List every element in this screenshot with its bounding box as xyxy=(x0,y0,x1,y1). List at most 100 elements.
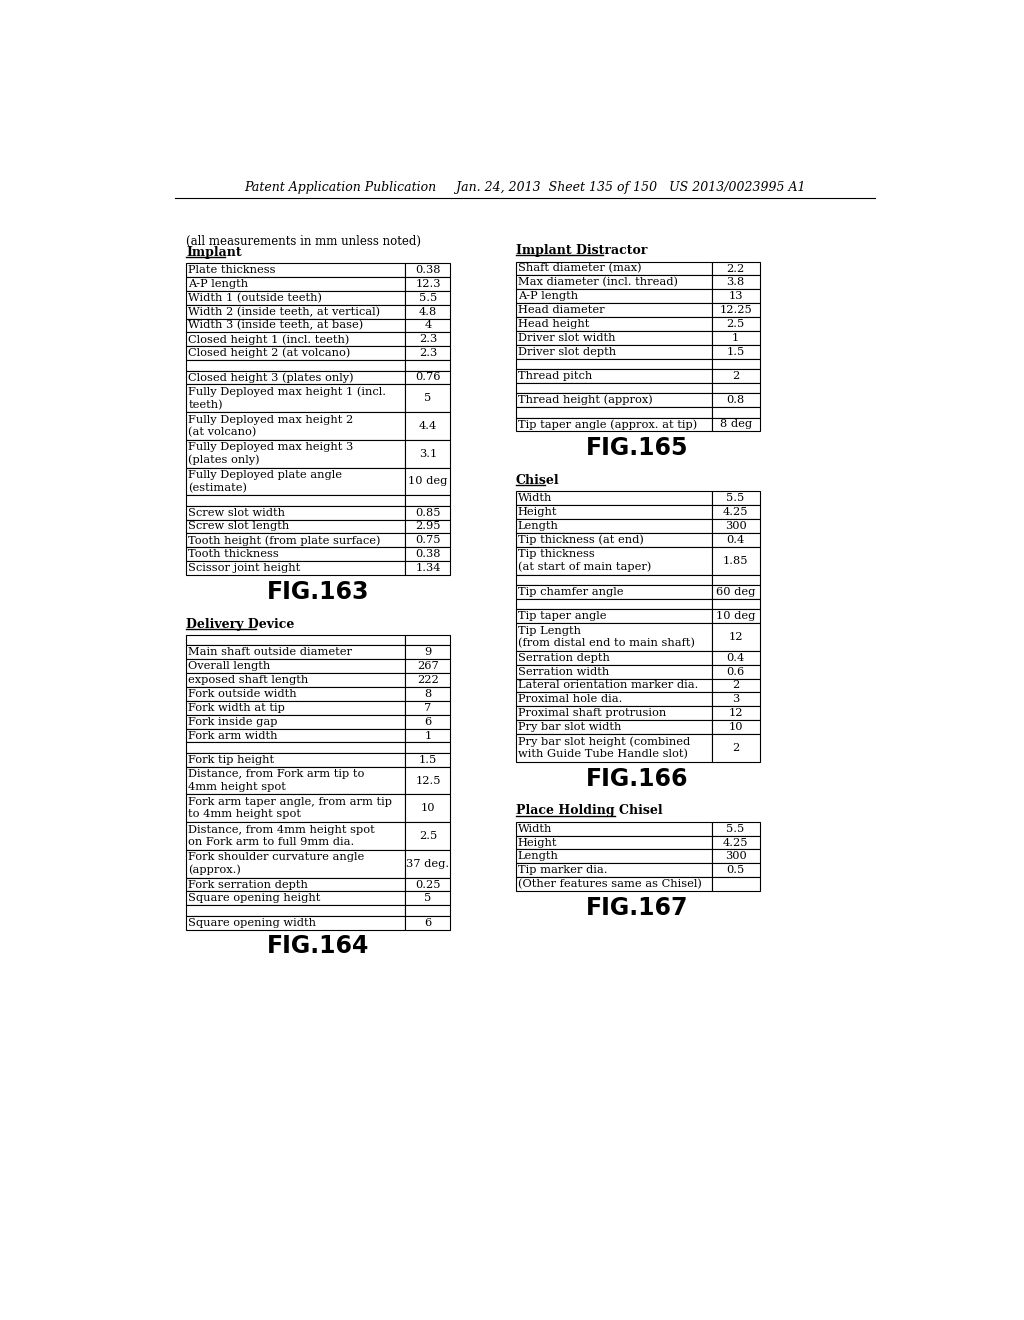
Text: Tip taper angle: Tip taper angle xyxy=(518,611,606,622)
Text: Closed height 3 (plates only): Closed height 3 (plates only) xyxy=(188,372,354,383)
Bar xyxy=(515,721,712,734)
Bar xyxy=(186,506,406,520)
Bar xyxy=(712,345,760,359)
Text: 4.25: 4.25 xyxy=(723,838,749,847)
Text: 8: 8 xyxy=(424,689,431,698)
Text: Plate thickness: Plate thickness xyxy=(188,265,275,275)
Text: Fork shoulder curvature angle
(approx.): Fork shoulder curvature angle (approx.) xyxy=(188,853,365,875)
Text: FIG.164: FIG.164 xyxy=(267,935,370,958)
Bar xyxy=(515,585,712,599)
Bar xyxy=(712,693,760,706)
Text: Screw slot length: Screw slot length xyxy=(188,521,290,532)
Bar xyxy=(406,440,451,467)
Text: 0.4: 0.4 xyxy=(726,535,744,545)
Bar xyxy=(712,506,760,519)
Text: 3.8: 3.8 xyxy=(726,277,744,288)
Text: Serration depth: Serration depth xyxy=(518,653,609,663)
Text: Implant Distractor: Implant Distractor xyxy=(515,244,647,257)
Text: Tooth height (from plate surface): Tooth height (from plate surface) xyxy=(188,535,381,545)
Bar xyxy=(186,440,406,467)
Bar xyxy=(515,651,712,665)
Text: 12: 12 xyxy=(728,709,742,718)
Text: 2.5: 2.5 xyxy=(419,832,437,841)
Bar xyxy=(515,261,712,276)
Text: Place Holding Chisel: Place Holding Chisel xyxy=(515,804,663,817)
Text: Closed height 2 (at volcano): Closed height 2 (at volcano) xyxy=(188,348,351,359)
Text: 10: 10 xyxy=(728,722,742,733)
Bar xyxy=(712,331,760,345)
Bar xyxy=(406,412,451,440)
Bar xyxy=(186,333,406,346)
Text: 9: 9 xyxy=(424,647,431,657)
Text: 8 deg: 8 deg xyxy=(720,420,752,429)
Bar xyxy=(406,742,451,752)
Text: Length: Length xyxy=(518,521,559,531)
Text: 12.3: 12.3 xyxy=(415,279,440,289)
Bar xyxy=(515,506,712,519)
Text: A-P length: A-P length xyxy=(518,292,578,301)
Bar xyxy=(186,360,406,371)
Bar xyxy=(515,276,712,289)
Bar xyxy=(406,916,451,929)
Text: 4.4: 4.4 xyxy=(419,421,437,430)
Text: 5.5: 5.5 xyxy=(726,494,744,503)
Text: Width: Width xyxy=(518,824,552,834)
Bar xyxy=(406,263,451,277)
Text: 3.1: 3.1 xyxy=(419,449,437,458)
Text: FIG.167: FIG.167 xyxy=(587,896,689,920)
Text: 0.8: 0.8 xyxy=(726,395,744,405)
Text: Screw slot width: Screw slot width xyxy=(188,508,286,517)
Text: Tooth thickness: Tooth thickness xyxy=(188,549,280,560)
Text: Fully Deployed max height 3
(plates only): Fully Deployed max height 3 (plates only… xyxy=(188,442,353,465)
Bar xyxy=(186,277,406,290)
Bar xyxy=(712,491,760,506)
Bar xyxy=(406,371,451,384)
Text: Square opening width: Square opening width xyxy=(188,917,316,928)
Bar xyxy=(186,318,406,333)
Bar xyxy=(712,678,760,693)
Bar xyxy=(406,729,451,742)
Text: A-P length: A-P length xyxy=(188,279,249,289)
Text: Width 3 (inside teeth, at base): Width 3 (inside teeth, at base) xyxy=(188,321,364,331)
Text: 0.4: 0.4 xyxy=(726,653,744,663)
Text: 13: 13 xyxy=(728,292,742,301)
Text: Fully Deployed max height 2
(at volcano): Fully Deployed max height 2 (at volcano) xyxy=(188,414,353,437)
Bar xyxy=(712,574,760,585)
Text: Tip thickness (at end): Tip thickness (at end) xyxy=(518,535,644,545)
Bar xyxy=(406,822,451,850)
Bar xyxy=(186,878,406,891)
Text: Head height: Head height xyxy=(518,319,589,329)
Bar xyxy=(712,836,760,850)
Bar xyxy=(186,645,406,659)
Bar xyxy=(186,412,406,440)
Text: Driver slot width: Driver slot width xyxy=(518,333,615,343)
Bar xyxy=(515,533,712,546)
Text: Closed height 1 (incl. teeth): Closed height 1 (incl. teeth) xyxy=(188,334,350,345)
Bar xyxy=(712,610,760,623)
Bar xyxy=(406,891,451,906)
Text: 2.2: 2.2 xyxy=(726,264,744,273)
Bar xyxy=(186,906,406,916)
Bar xyxy=(186,520,406,533)
Bar xyxy=(406,360,451,371)
Bar xyxy=(186,263,406,277)
Bar xyxy=(406,318,451,333)
Bar xyxy=(186,767,406,795)
Bar xyxy=(712,721,760,734)
Bar xyxy=(406,795,451,822)
Bar xyxy=(515,345,712,359)
Bar xyxy=(712,289,760,304)
Text: 2: 2 xyxy=(732,371,739,381)
Bar xyxy=(186,701,406,714)
Bar xyxy=(515,878,712,891)
Bar xyxy=(406,878,451,891)
Text: 12.5: 12.5 xyxy=(415,776,440,785)
Text: 300: 300 xyxy=(725,851,746,862)
Bar xyxy=(186,822,406,850)
Text: 1: 1 xyxy=(732,333,739,343)
Text: 222: 222 xyxy=(417,675,439,685)
Text: 0.38: 0.38 xyxy=(415,265,440,275)
Text: 1: 1 xyxy=(424,730,431,741)
Bar xyxy=(406,333,451,346)
Bar xyxy=(712,863,760,878)
